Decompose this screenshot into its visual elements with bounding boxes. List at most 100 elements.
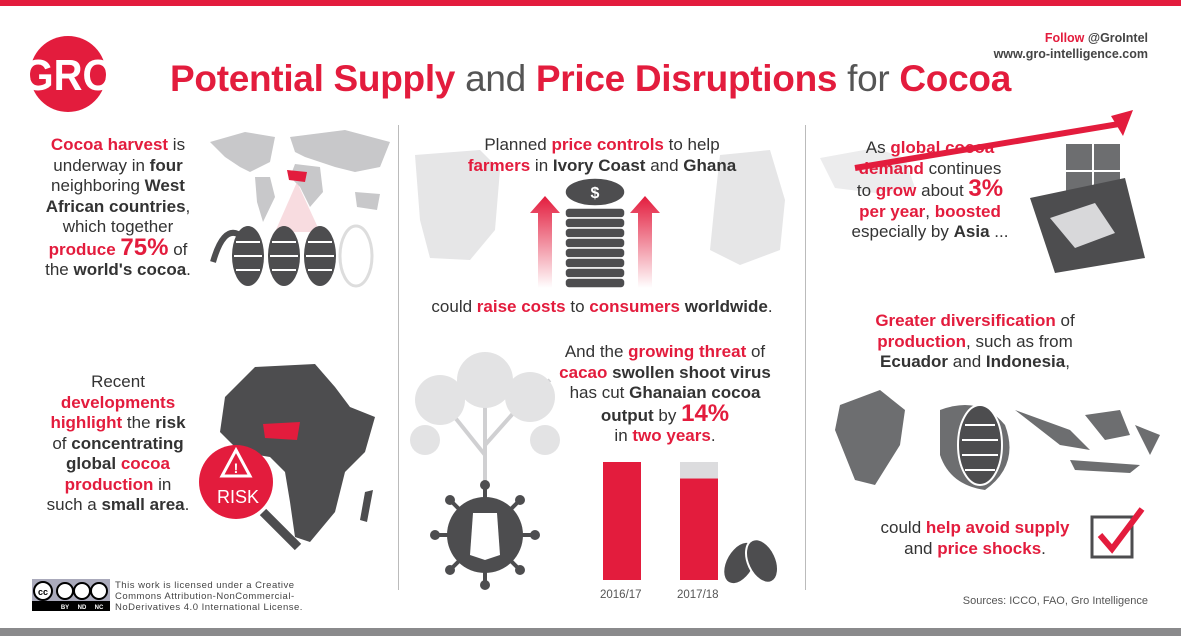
- harvest-text: Cocoa harvest is underway in four neighbor…: [20, 135, 216, 281]
- text-segment: As: [865, 138, 891, 157]
- follow-block: Follow @GroIntel www.gro-intelligence.co…: [994, 30, 1148, 62]
- text-line: demand continues: [815, 159, 1045, 180]
- bar-2017/18: [680, 478, 718, 580]
- text-segment: help avoid supply: [925, 518, 1070, 537]
- svg-text:!: !: [234, 460, 239, 476]
- text-segment: .: [710, 426, 716, 445]
- text-segment: could: [431, 297, 477, 316]
- diversification-text: Greater diversification of production, su…: [840, 311, 1110, 373]
- text-line: in two years.: [540, 426, 790, 447]
- text-segment: and: [904, 538, 938, 558]
- twitter-handle[interactable]: @GroIntel: [1087, 31, 1148, 45]
- text-segment: such a: [46, 495, 102, 514]
- license-nc: NC: [95, 605, 104, 611]
- text-segment: world's cocoa: [73, 260, 187, 279]
- text-segment: .: [767, 297, 773, 316]
- text-line: cacao swollen shoot virus: [540, 363, 790, 384]
- price-controls-text: Planned price controls to help farmers in…: [400, 135, 804, 176]
- license-text[interactable]: This work is licensed under a Creative C…: [115, 580, 303, 613]
- x-tick-label: 2017/18: [677, 589, 719, 601]
- bottom-bar: [0, 628, 1181, 636]
- text-segment: of: [52, 433, 72, 453]
- text-segment: raise costs: [476, 297, 566, 316]
- risk-text: Recent developments highlight the risk of c…: [20, 372, 216, 516]
- text-line: especially by Asia ...: [815, 222, 1045, 243]
- text-segment: cacao: [559, 362, 608, 382]
- creative-commons-badge-icon[interactable]: cc BY ND NC: [32, 579, 110, 611]
- text-segment: highlight: [50, 413, 123, 432]
- text-segment: per year: [859, 201, 926, 221]
- text-line: farmers in Ivory Coast and Ghana: [400, 156, 804, 177]
- text-segment: worldwide: [684, 297, 768, 316]
- text-segment: Cocoa: [899, 58, 1011, 99]
- website-link[interactable]: www.gro-intelligence.com: [993, 47, 1148, 61]
- page-title: Potential Supply and Price Disruptions f…: [0, 58, 1181, 100]
- text-segment: 14%: [681, 399, 730, 427]
- ivory-coast-ghana-map-icon: [415, 150, 785, 265]
- cocoa-pods-icon: [210, 224, 374, 288]
- text-segment: concentrating: [71, 433, 184, 453]
- text-line: Planned price controls to help: [400, 135, 804, 156]
- virus-text: And the growing threat of cacao swollen s…: [540, 342, 790, 447]
- text-line: production, such as from: [840, 332, 1110, 353]
- text-segment: the: [45, 260, 74, 279]
- text-line: of concentrating: [20, 434, 216, 455]
- text-line: produce 75% of: [20, 235, 216, 261]
- follow-label: Follow: [1044, 31, 1085, 45]
- text-segment: to: [565, 297, 590, 316]
- text-segment: price shocks: [937, 538, 1042, 558]
- chocolate-growth-icon: [820, 110, 1145, 273]
- coin-stack-icon: $: [530, 178, 660, 289]
- text-segment: small area: [101, 495, 185, 514]
- text-line: neighboring West: [20, 176, 216, 197]
- text-segment: .: [1041, 538, 1046, 558]
- text-segment: production: [64, 474, 154, 494]
- license-by: BY: [61, 605, 69, 611]
- text-segment: two years: [632, 426, 711, 445]
- divider: [805, 125, 806, 590]
- text-segment: is: [168, 135, 186, 154]
- text-line: to grow about 3%: [815, 177, 1045, 202]
- text-line: underway in four: [20, 156, 216, 177]
- avoid-shocks-text: could help avoid supply and price shocks.: [840, 518, 1110, 559]
- text-segment: Price Disruptions: [535, 58, 848, 99]
- text-line: Recent: [20, 372, 216, 393]
- text-segment: African countries: [45, 196, 186, 216]
- text-segment: price controls: [551, 135, 664, 154]
- text-segment: neighboring: [51, 176, 145, 195]
- text-segment: and: [645, 155, 684, 175]
- text-segment: of: [1055, 311, 1075, 330]
- text-segment: Ghanaian cocoa: [629, 383, 761, 402]
- text-line: and price shocks.: [840, 539, 1110, 560]
- license-line: NoDerivatives 4.0 International License.: [115, 602, 303, 613]
- text-segment: 75%: [120, 233, 169, 261]
- risk-magnifier-icon: !: [199, 445, 302, 551]
- text-segment: by: [653, 405, 682, 425]
- text-segment: to help: [663, 135, 720, 154]
- text-segment: farmers: [467, 155, 531, 175]
- svg-text:GRO: GRO: [28, 50, 108, 99]
- text-segment: Greater diversification: [875, 311, 1056, 330]
- text-segment: demand: [858, 158, 924, 178]
- text-segment: produce: [48, 239, 121, 259]
- text-segment: Planned: [484, 135, 552, 154]
- text-segment: ,: [925, 201, 935, 221]
- sources-text: Sources: ICCO, FAO, Gro Intelligence: [962, 595, 1148, 607]
- license-line: Commons Attribution-NonCommercial-: [115, 591, 295, 602]
- text-segment: And the: [564, 342, 629, 361]
- text-segment: could: [880, 518, 926, 537]
- text-segment: Potential Supply: [170, 58, 466, 99]
- text-segment: 3%: [968, 175, 1004, 202]
- demand-text: As global cocoa demand continues to grow a…: [815, 138, 1045, 243]
- text-segment: production: [877, 331, 966, 351]
- text-line: Greater diversification of: [840, 311, 1110, 332]
- text-line: Cocoa harvest is: [20, 135, 216, 156]
- tree-virus-icon: [410, 352, 560, 590]
- text-segment: boosted: [934, 201, 1001, 221]
- text-line: developments: [20, 393, 216, 414]
- text-segment: the: [122, 413, 156, 432]
- text-line: And the growing threat of: [540, 342, 790, 363]
- text-line: such a small area.: [20, 495, 216, 516]
- text-line: global cocoa: [20, 454, 216, 475]
- text-segment: Ecuador: [880, 352, 949, 371]
